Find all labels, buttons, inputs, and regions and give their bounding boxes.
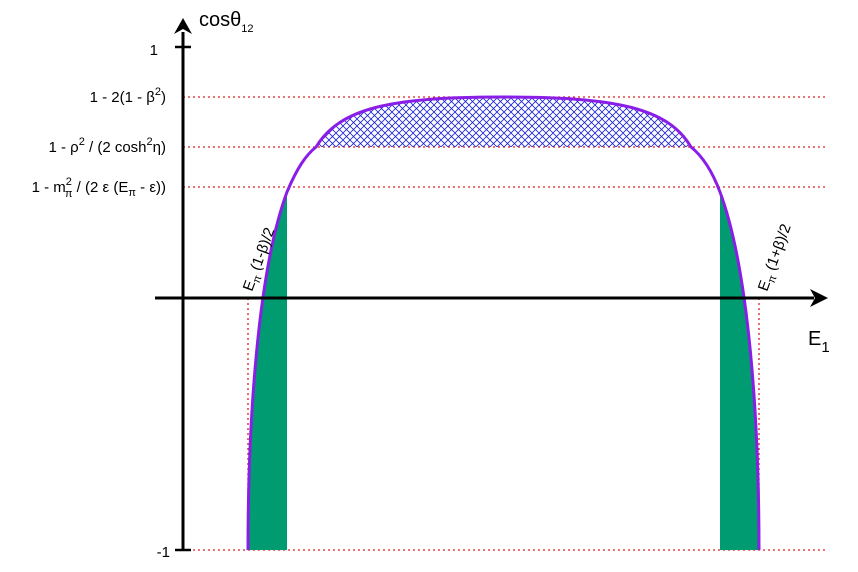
x-axis-label: E1 xyxy=(808,328,830,356)
y-axis-label: cosθ12 xyxy=(199,9,254,35)
vertical-guides xyxy=(247,298,760,550)
y-axis-arrowhead xyxy=(174,18,192,34)
level-label-rho: 1 - ρ2 / (2 cosh2η) xyxy=(48,136,166,156)
level-label-mass: 1 - m2 π / (2 ε (Eπ - ε)) xyxy=(32,176,166,200)
tick-label-minus-one: -1 xyxy=(157,544,170,561)
level-label-beta: 1 - 2(1 - β2) xyxy=(90,86,166,106)
x-axis-arrowhead xyxy=(810,289,828,307)
tick-label-one: 1 xyxy=(150,42,158,59)
right-green-region xyxy=(720,192,759,550)
hatched-region xyxy=(316,97,691,147)
boundary-curve xyxy=(246,95,761,551)
axes xyxy=(155,18,828,552)
right-endpoint-label: Eπ (1+β)/2 xyxy=(755,222,798,295)
left-green-region xyxy=(248,192,287,550)
